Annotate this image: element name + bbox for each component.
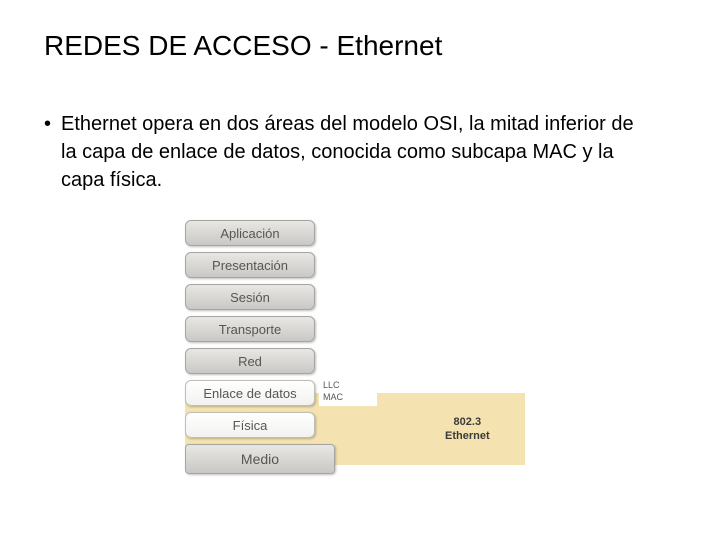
layer-medium: Medio xyxy=(185,444,335,474)
layer-network: Red xyxy=(185,348,315,374)
layer-transport: Transporte xyxy=(185,316,315,342)
slide-title: REDES DE ACCESO - Ethernet xyxy=(44,30,442,62)
layer-stack: Aplicación Presentación Sesión Transport… xyxy=(185,220,335,474)
layer-presentation: Presentación xyxy=(185,252,315,278)
layer-physical: Física xyxy=(185,412,315,438)
layer-session: Sesión xyxy=(185,284,315,310)
layer-datalink: Enlace de datos xyxy=(185,380,315,406)
bullet-row: • Ethernet opera en dos áreas del modelo… xyxy=(44,110,654,194)
ethernet-label: 802.3 Ethernet xyxy=(445,415,490,443)
osi-diagram: Aplicación Presentación Sesión Transport… xyxy=(185,220,555,510)
bullet-mark: • xyxy=(44,110,51,138)
sublayer-mac: MAC xyxy=(323,392,343,402)
layer-application: Aplicación xyxy=(185,220,315,246)
bullet-text: Ethernet opera en dos áreas del modelo O… xyxy=(61,110,654,194)
ethernet-line1: 802.3 xyxy=(454,416,482,428)
sublayer-llc: LLC xyxy=(323,380,340,390)
bullet-block: • Ethernet opera en dos áreas del modelo… xyxy=(44,110,654,194)
ethernet-line2: Ethernet xyxy=(445,430,490,442)
